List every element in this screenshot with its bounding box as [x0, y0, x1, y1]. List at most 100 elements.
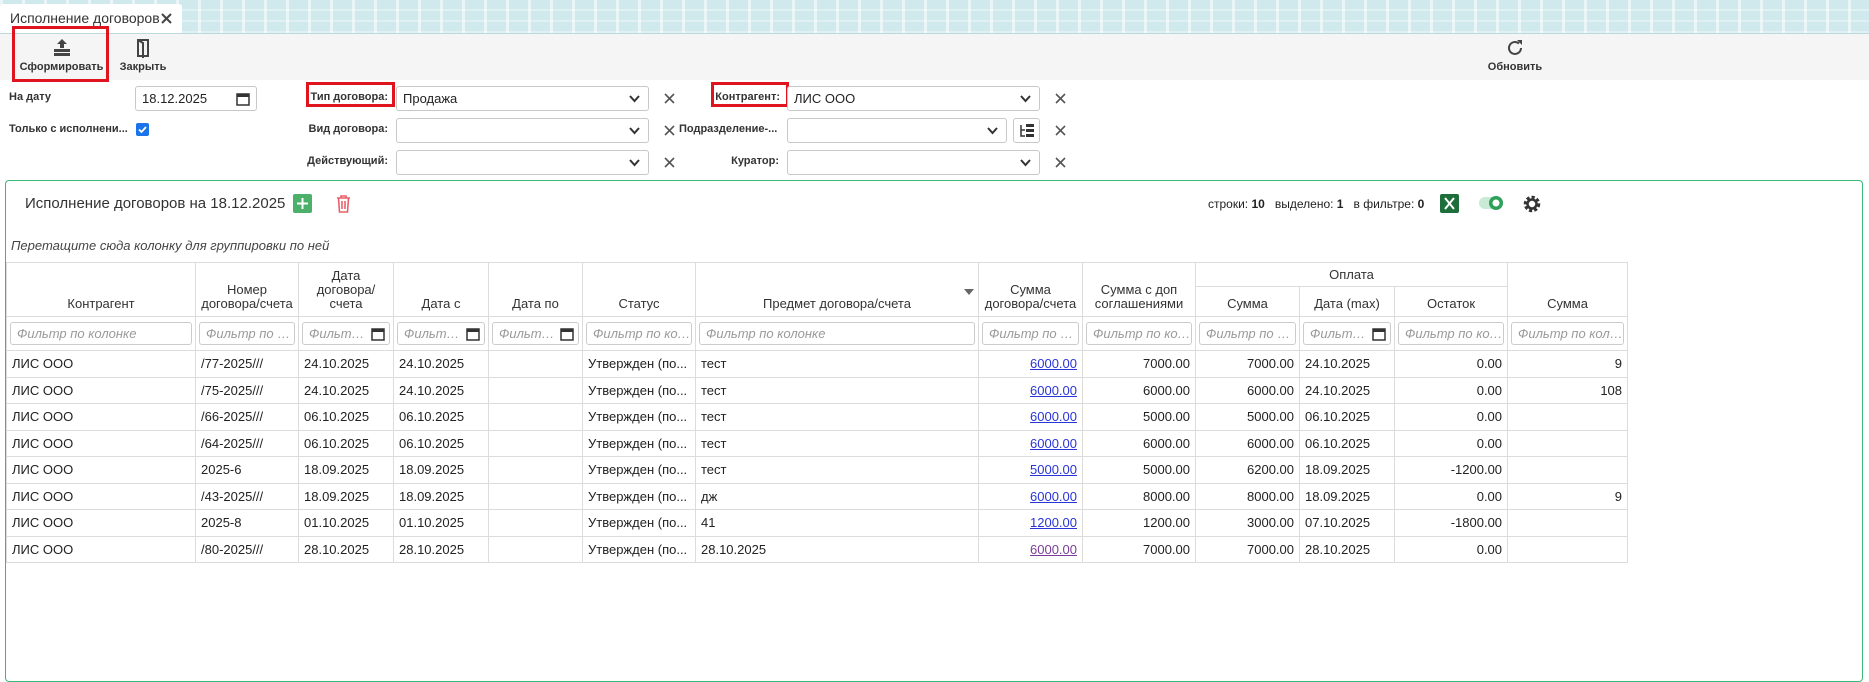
amount-link[interactable]: 1200.00 [1030, 515, 1077, 531]
column-header: Сумма с доп соглашениями [1082, 262, 1196, 317]
sort-icon[interactable] [964, 289, 974, 295]
tab-close[interactable] [161, 13, 172, 24]
clear-button[interactable] [1055, 157, 1066, 168]
tab-bar: Исполнение договоров [0, 0, 1869, 34]
cell: 6000.00 [978, 535, 1083, 563]
column-filter[interactable]: Фильтр по колонке [982, 322, 1079, 345]
clear-button[interactable] [664, 125, 675, 136]
amount-link[interactable]: 6000.00 [1030, 356, 1077, 372]
rows-count: 10 [1251, 197, 1265, 211]
column-filter[interactable]: Фильтр по колонке [492, 322, 579, 345]
delete-button[interactable] [335, 194, 352, 213]
column-filter[interactable]: Фильтр по колонке [586, 322, 692, 345]
cell [488, 509, 583, 537]
settings-button[interactable] [1522, 194, 1542, 214]
column-header: Сумма договора/счета [978, 262, 1083, 317]
type-select[interactable]: Продажа [396, 86, 649, 111]
date-input[interactable]: 18.12.2025 [135, 86, 257, 111]
clear-button[interactable] [664, 157, 675, 168]
amount-link[interactable]: 6000.00 [1030, 488, 1077, 504]
amount-link[interactable]: 6000.00 [1030, 435, 1077, 451]
filter-cell: Фильтр по колонке [978, 316, 1083, 351]
curator-select[interactable] [787, 150, 1040, 175]
column-filter[interactable]: Фильтр по колонке [10, 322, 192, 345]
cell: 9 [1507, 482, 1629, 510]
clear-button[interactable] [664, 93, 675, 104]
data-row[interactable]: ЛИС ООО 2025-8 01.10.2025 01.10.2025 Утвержд… [6, 509, 1629, 537]
cell: 6000.00 [978, 350, 1083, 378]
calendar-icon[interactable] [1372, 327, 1386, 341]
cell: Утвержден (по... [582, 535, 696, 563]
amount-link[interactable]: 6000.00 [1030, 382, 1077, 398]
kind-select[interactable] [396, 118, 649, 143]
column-filter[interactable]: Фильтр по колонке [1086, 322, 1192, 345]
column-filter[interactable]: Фильтр по колонке [1199, 322, 1296, 345]
data-row[interactable]: ЛИС ООО/43-2025///18.09.2025 18.09.2025 Ут… [6, 482, 1629, 510]
cell: 0.00 [1393, 350, 1509, 378]
filter-label: в фильтре: [1353, 197, 1415, 211]
cell: 24.10.2025 [1299, 376, 1395, 404]
grid-counters: строки: 10 выделено: 1 в фильтре: 0 [1208, 197, 1424, 211]
data-row[interactable]: ЛИС ООО/80-2025///28.10.2025 28.10.2025 Ут… [6, 535, 1629, 563]
cell: 18.09.2025 [298, 456, 394, 484]
calendar-icon[interactable] [466, 327, 480, 341]
calendar-icon[interactable] [371, 327, 385, 341]
column-filter[interactable]: Фильтр по колонке [1303, 322, 1391, 345]
filter-cell: Фильтр по колонке [1195, 316, 1300, 351]
checkbox[interactable] [136, 123, 149, 136]
active-select[interactable] [396, 150, 649, 175]
highlight-box [306, 82, 395, 107]
column-filter[interactable]: Фильтр по колонке [199, 322, 295, 345]
data-row[interactable]: ЛИС ООО 2025-6 18.09.2025 18.09.2025 Утвержд… [6, 456, 1629, 484]
cell: 06.10.2025 [298, 403, 394, 431]
clear-button[interactable] [1055, 93, 1066, 104]
amount-link[interactable]: 5000.00 [1030, 462, 1077, 478]
calendar-icon[interactable] [236, 92, 250, 106]
cell: -1800.00 [1393, 509, 1509, 537]
column-filter[interactable]: Фильтр по колонке [1511, 322, 1625, 345]
amount-link[interactable]: 6000.00 [1030, 409, 1077, 425]
data-row[interactable]: ЛИС ООО/75-2025///24.10.2025 24.10.2025 Ут… [6, 376, 1629, 404]
data-row[interactable]: ЛИС ООО/77-2025///24.10.2025 24.10.2025 Ут… [6, 350, 1629, 378]
clear-button[interactable] [1055, 125, 1066, 136]
filter-cell: Фильтр по колонке [393, 316, 489, 351]
counterparty-select[interactable]: ЛИС ООО [787, 86, 1040, 111]
date-value: 18.12.2025 [142, 91, 208, 106]
division-select[interactable] [787, 118, 1007, 143]
amount-link[interactable]: 6000.00 [1030, 541, 1077, 557]
cell: 8000.00 [1195, 482, 1300, 510]
toggle[interactable] [1478, 195, 1504, 211]
cell: /77-2025/// [195, 350, 299, 378]
cell: 18.09.2025 [298, 482, 394, 510]
cell: 7000.00 [1082, 350, 1196, 378]
selected-count: 1 [1336, 197, 1344, 211]
cell: 2025-6 [195, 456, 299, 484]
column-filter[interactable]: Фильтр по колонке [397, 322, 485, 345]
column-header: Статус [582, 262, 696, 317]
cell: 5000.00 [978, 456, 1083, 484]
filter-count: 0 [1417, 197, 1425, 211]
generate-button[interactable]: Сформировать [14, 38, 109, 73]
column-filter[interactable]: Фильтр по колонке [699, 322, 975, 345]
tree-button[interactable] [1013, 118, 1040, 143]
cell: 9 [1507, 350, 1629, 378]
refresh-button[interactable]: Обновить [1484, 38, 1546, 73]
cell: 5000.00 [1082, 456, 1196, 484]
cell: 3000.00 [1195, 509, 1300, 537]
column-filter[interactable]: Фильтр по колонке [1398, 322, 1505, 345]
data-row[interactable]: ЛИС ООО/64-2025///06.10.2025 06.10.2025 Ут… [6, 429, 1629, 457]
calendar-icon[interactable] [560, 327, 574, 341]
excel-button[interactable] [1440, 194, 1459, 213]
filter-cell: Фильтр по колонке [1393, 316, 1509, 351]
add-button[interactable] [293, 194, 312, 213]
column-filter[interactable]: Фильтр по колонке [302, 322, 390, 345]
cell [1507, 509, 1629, 537]
cell: ЛИС ООО [6, 509, 196, 537]
grid-table: Контрагент Номер договора/счета Дата догов… [6, 262, 1629, 563]
cell [488, 429, 583, 457]
cell [1507, 403, 1629, 431]
cell: 6000.00 [1082, 429, 1196, 457]
close-button[interactable]: Закрыть [115, 38, 171, 73]
cell: Утвержден (по... [582, 482, 696, 510]
data-row[interactable]: ЛИС ООО/66-2025///06.10.2025 06.10.2025 Ут… [6, 403, 1629, 431]
